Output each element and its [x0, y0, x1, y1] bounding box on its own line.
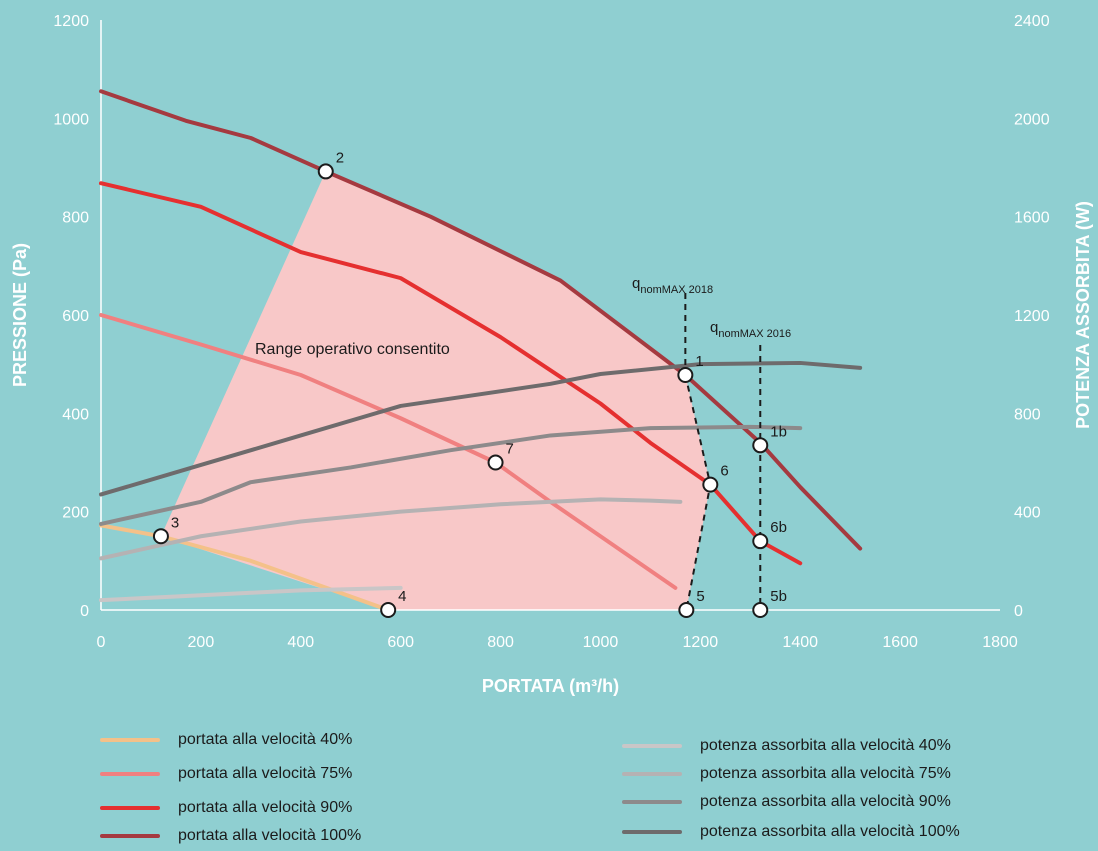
- operating-point-marker: [380, 602, 397, 618]
- operating-point-label: 1: [695, 353, 703, 370]
- legend-label: potenza assorbita alla velocità 90%: [700, 793, 951, 810]
- left-y-tick-label: 200: [62, 505, 89, 522]
- right-y-tick-label: 800: [1014, 406, 1041, 423]
- tick-labels: 0 200 400 600 800 1000 1200 1400 1600 18000200400…: [53, 13, 1049, 651]
- operating-point-marker: [752, 437, 769, 454]
- left-y-tick-label: 0: [80, 603, 89, 620]
- legend-item: potenza assorbita alla velocità 75%: [622, 762, 951, 786]
- legend-swatch: [622, 830, 682, 834]
- right-y-tick-label: 2000: [1014, 111, 1050, 128]
- series-line-6: [99, 497, 683, 561]
- right-y-tick-label: 400: [1014, 505, 1041, 522]
- series-lines: [99, 89, 863, 612]
- left-y-axis-title: PRESSIONE (Pa): [10, 243, 30, 387]
- operating-point-marker: [677, 366, 694, 383]
- x-tick-label: 1000: [583, 634, 619, 651]
- right-y-tick-label: 1200: [1014, 308, 1050, 325]
- operating-range-area: [160, 171, 711, 610]
- operating-point-marker: [752, 533, 769, 550]
- right-y-tick-label: 0: [1014, 603, 1023, 620]
- operating-range-region: [160, 171, 711, 610]
- legend-label: portata alla velocità 75%: [178, 765, 353, 782]
- legend-swatch: [100, 738, 160, 742]
- x-axis-title: PORTATA (m³/h): [482, 676, 619, 696]
- x-tick-label: 1400: [782, 634, 818, 651]
- legend-swatch: [622, 744, 682, 748]
- left-y-tick-label: 600: [62, 308, 89, 325]
- legend-item: potenza assorbita alla velocità 90%: [622, 790, 951, 814]
- legend-label: portata alla velocità 40%: [178, 731, 353, 748]
- operating-point-marker: [487, 454, 504, 471]
- legend-item: portata alla velocità 100%: [100, 824, 361, 848]
- legend-label: portata alla velocità 90%: [178, 799, 353, 816]
- series-line-4: [99, 89, 863, 551]
- q-2018-sub: nomMAX 2018: [640, 284, 713, 296]
- x-tick-label: 800: [487, 634, 514, 651]
- operating-point-label: 1b: [770, 423, 787, 440]
- x-tick-label: 200: [188, 634, 215, 651]
- left-y-tick-label: 800: [62, 210, 89, 227]
- legend-swatch: [100, 806, 160, 810]
- x-tick-label: 1600: [882, 634, 918, 651]
- q-2018-main: q: [632, 275, 640, 292]
- q-2016-sub: nomMAX 2016: [718, 328, 791, 340]
- legend-swatch: [100, 834, 160, 838]
- operating-point-label: 5: [696, 588, 704, 605]
- series-line-5: [99, 585, 403, 603]
- legend-item: potenza assorbita alla velocità 40%: [622, 734, 951, 758]
- q-2016-main: q: [710, 319, 718, 336]
- right-y-tick-label: 1600: [1014, 210, 1050, 227]
- qnommax-2016-label: qnomMAX 2016: [710, 319, 791, 340]
- legend-label: potenza assorbita alla velocità 100%: [700, 823, 960, 840]
- legend-item: potenza assorbita alla velocità 100%: [622, 820, 960, 844]
- series-line-3: [99, 181, 803, 566]
- operating-point-marker: [702, 476, 719, 493]
- operating-point-label: 5b: [770, 588, 787, 605]
- operating-point-label: 6b: [770, 519, 787, 536]
- right-y-axis-title: POTENZA ASSORBITA (W): [1073, 201, 1093, 429]
- fan-performance-chart: 0 200 400 600 800 1000 1200 1400 1600 18000200400…: [10, 13, 1093, 696]
- legend-label: potenza assorbita alla velocità 40%: [700, 737, 951, 754]
- left-y-tick-label: 400: [62, 406, 89, 423]
- series-line-8: [99, 360, 863, 497]
- operating-point-marker: [752, 602, 769, 618]
- region-label: Range operativo consentito: [255, 341, 450, 358]
- legend-label: portata alla velocità 100%: [178, 827, 362, 844]
- series-line-7: [99, 424, 803, 526]
- x-tick-label: 1800: [982, 634, 1018, 651]
- x-tick-label: 1200: [683, 634, 719, 651]
- legend: portata alla velocità 40% portata alla v…: [0, 728, 1098, 851]
- x-tick-label: 600: [387, 634, 414, 651]
- left-y-tick-label: 1000: [53, 111, 89, 128]
- x-tick-label: 400: [287, 634, 314, 651]
- operating-point-marker: [152, 528, 169, 545]
- operating-point-label: 6: [720, 463, 728, 480]
- operating-point-label: 3: [171, 514, 179, 531]
- series-line-1: [99, 523, 391, 612]
- legend-item: portata alla velocità 40%: [100, 728, 352, 752]
- legend-label: potenza assorbita alla velocità 75%: [700, 765, 951, 782]
- series-line-2: [99, 313, 678, 590]
- left-y-tick-label: 1200: [53, 13, 89, 30]
- operating-point-label: 2: [336, 149, 344, 166]
- legend-swatch: [622, 800, 682, 804]
- legend-swatch: [622, 772, 682, 776]
- operating-point-marker: [317, 163, 334, 180]
- operating-point-label: 7: [506, 441, 514, 458]
- legend-item: portata alla velocità 90%: [100, 796, 352, 820]
- right-y-tick-label: 2400: [1014, 13, 1050, 30]
- legend-swatch: [100, 772, 160, 776]
- qnommax-2018-label: qnomMAX 2018: [632, 275, 713, 296]
- operating-points: 1 1b 2 3 4 5 5b 6 6b 7: [152, 149, 787, 618]
- operating-point-label: 4: [398, 588, 406, 605]
- legend-item: portata alla velocità 75%: [100, 762, 352, 786]
- x-tick-label: 0: [97, 634, 106, 651]
- operating-point-marker: [678, 602, 695, 618]
